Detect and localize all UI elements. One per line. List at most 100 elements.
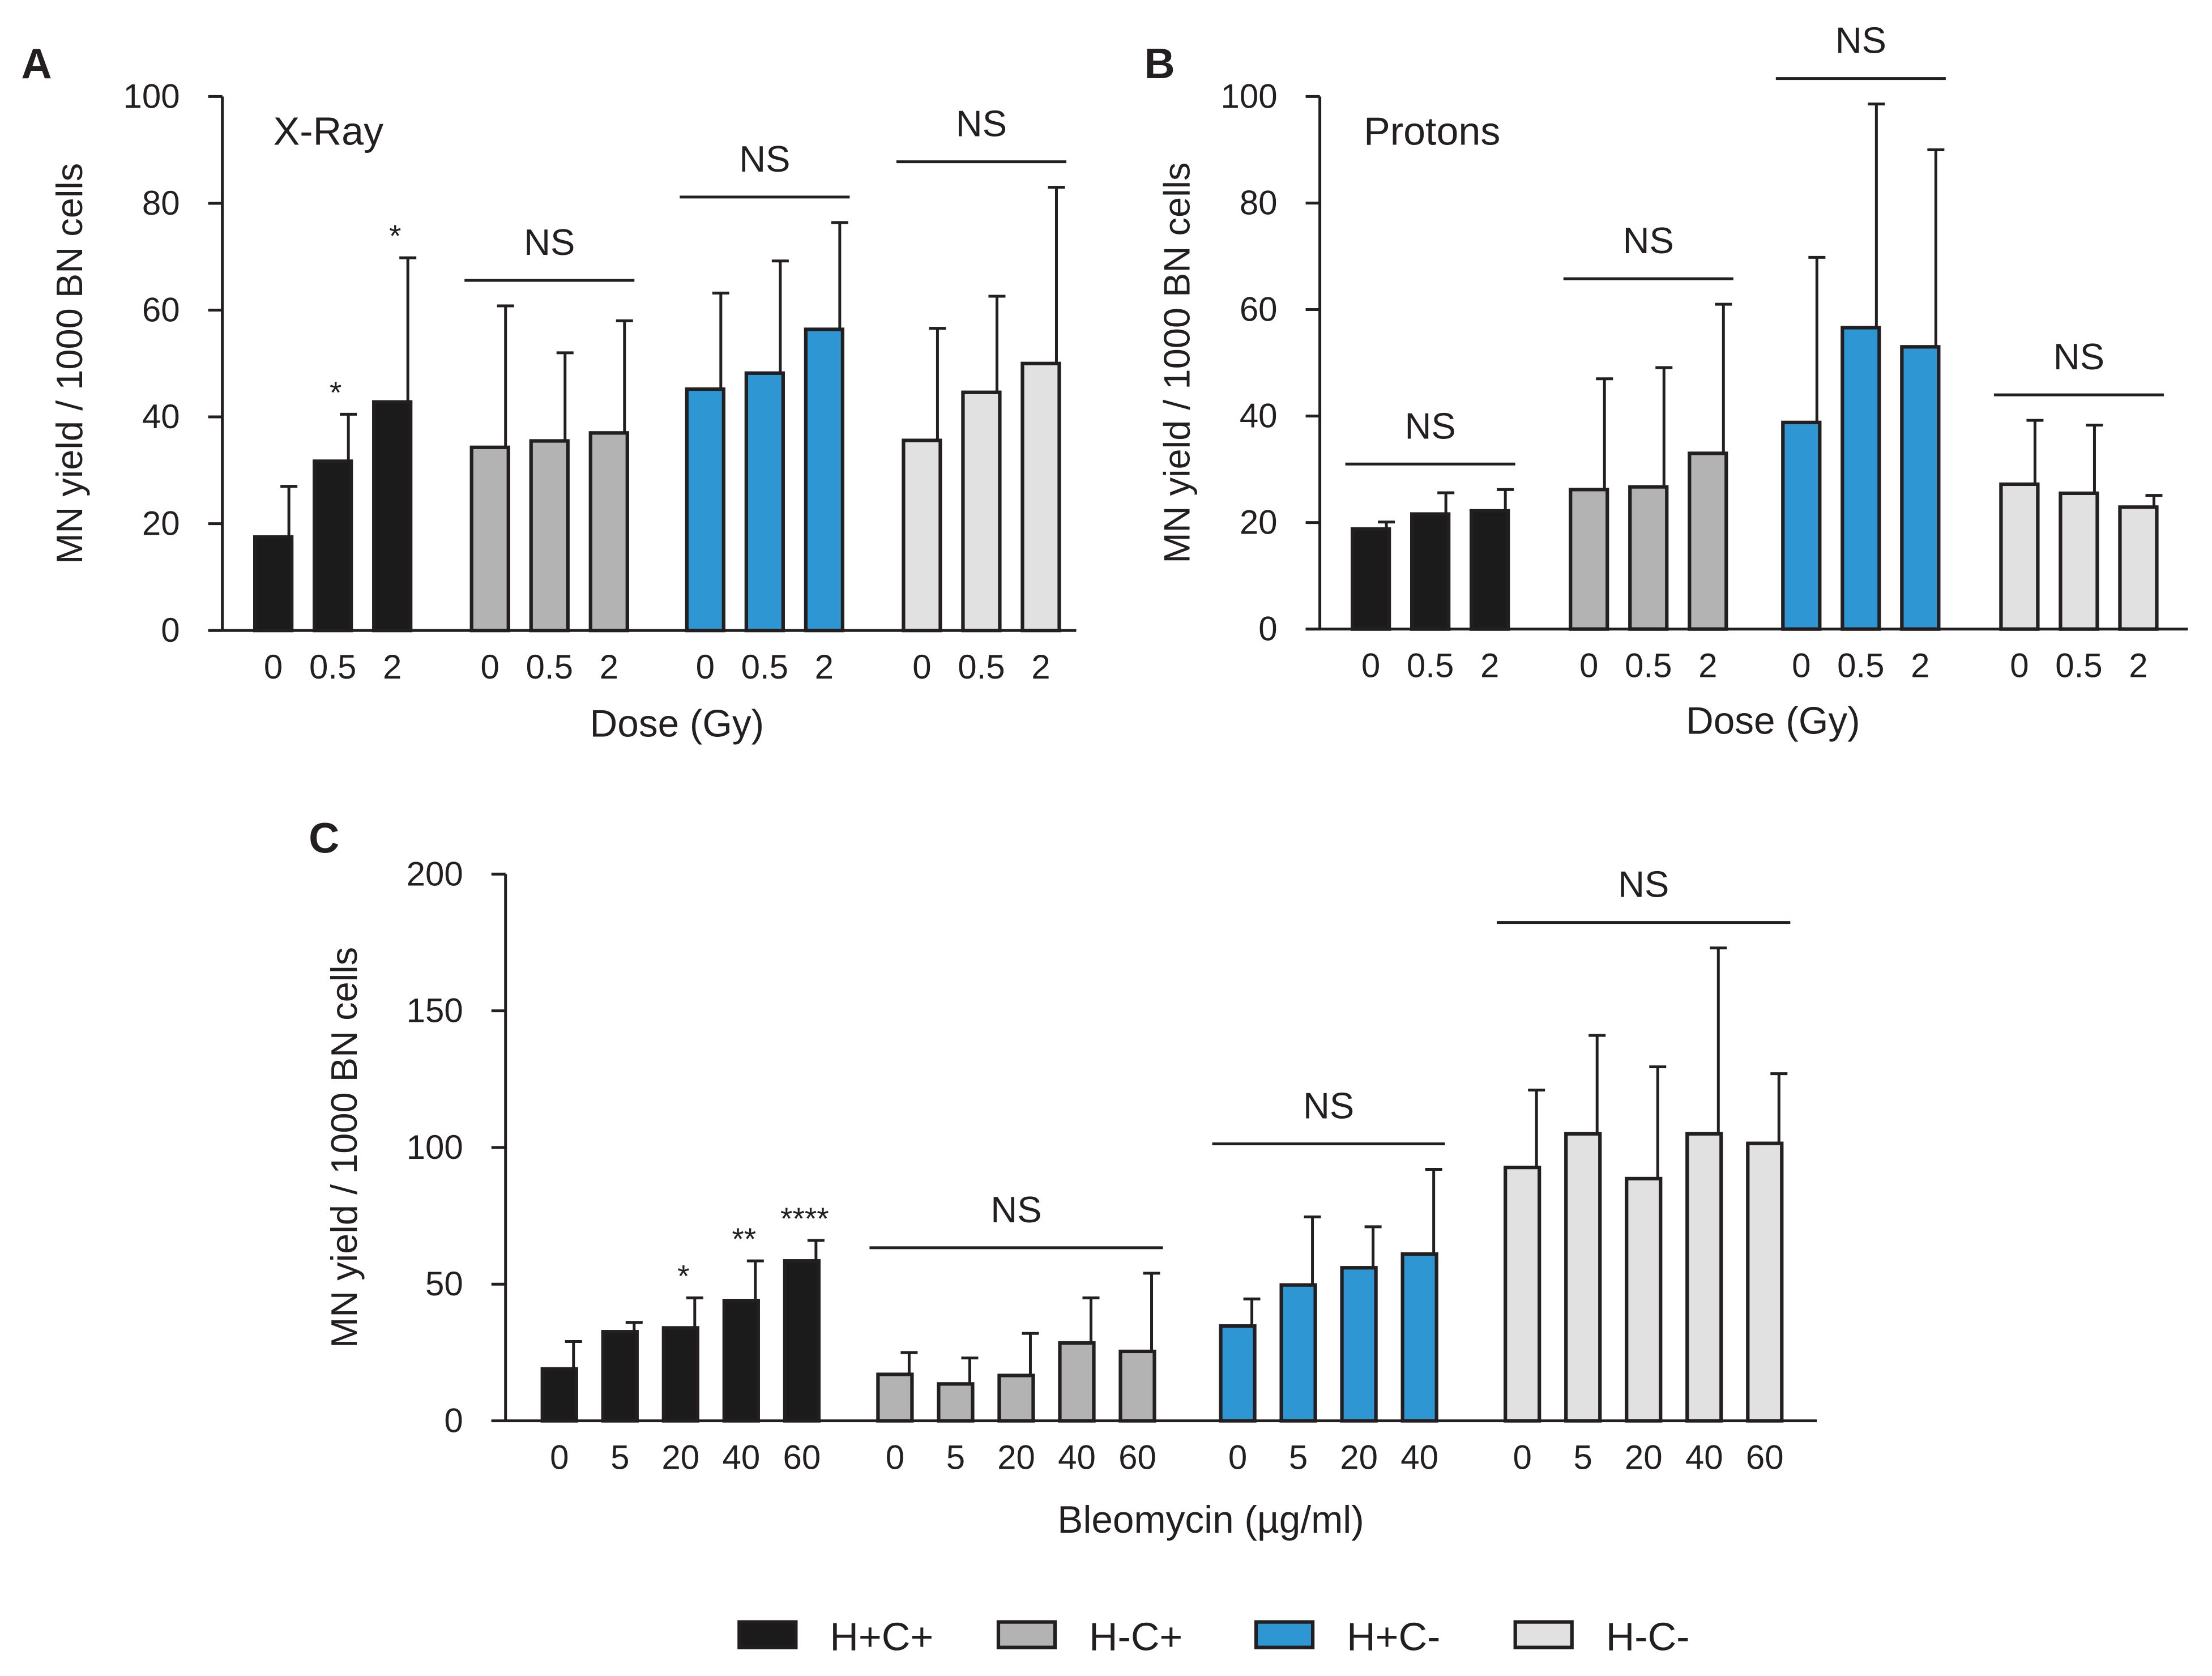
x-tick-label: 0 — [1228, 1439, 1247, 1477]
x-tick-label: 0.5 — [1837, 647, 1884, 685]
x-tick-label: 0 — [481, 648, 499, 686]
bar — [469, 445, 510, 633]
panel-title: X-Ray — [274, 109, 383, 153]
bar — [1279, 1283, 1317, 1423]
x-tick-label: 0 — [550, 1439, 569, 1477]
significance-label: NS — [1623, 220, 1674, 261]
bar — [685, 387, 725, 633]
y-tick-label: 40 — [1240, 397, 1278, 435]
bar-group-H+C+: 0 0.5 * 2 * — [253, 218, 417, 686]
panel-letter: B — [1145, 40, 1175, 87]
bar-group-H+C-: 0 0.5 2 NS — [1775, 20, 1946, 685]
x-tick-label: 0.5 — [958, 648, 1005, 686]
x-tick-label: 0.5 — [1407, 647, 1454, 685]
x-tick-label: 0.5 — [741, 648, 788, 686]
bar — [253, 535, 294, 633]
significance-label: NS — [990, 1189, 1041, 1230]
x-tick-label: 0 — [886, 1439, 904, 1477]
x-tick-label: 2 — [815, 648, 834, 686]
bar — [1470, 509, 1510, 631]
bar — [1781, 420, 1822, 631]
x-axis-label: Dose (Gy) — [1686, 700, 1860, 743]
bar — [1504, 1165, 1541, 1423]
bar — [313, 459, 353, 633]
bar — [1400, 1252, 1438, 1423]
x-tick-label: 40 — [1400, 1439, 1438, 1477]
y-tick-label: 50 — [425, 1265, 463, 1303]
x-tick-label: 2 — [600, 648, 618, 686]
bar-group-H-C+: 0 0.5 2 NS — [464, 221, 635, 686]
x-tick-label: 0.5 — [309, 648, 356, 686]
y-tick-label: 0 — [161, 611, 180, 649]
bar-group-H+C-: 0 5 20 40 NS — [1212, 1085, 1445, 1477]
bar — [722, 1299, 760, 1423]
bar — [1628, 485, 1669, 631]
x-tick-label: 2 — [1480, 647, 1499, 685]
legend-swatch — [996, 1620, 1057, 1649]
bar — [2059, 491, 2099, 631]
bar-group-H+C+: 0 5 20 * 40 ** 60 **** — [540, 1201, 829, 1477]
y-tick-label: 40 — [142, 398, 180, 436]
legend: H+C+ H-C+ H+C- H-C- — [737, 1615, 1690, 1659]
bar — [1020, 361, 1061, 633]
panel-letter: C — [309, 814, 339, 862]
x-tick-label: 0 — [696, 648, 715, 686]
y-tick-label: 0 — [444, 1402, 463, 1440]
bar-group-H-C+: 0 0.5 2 NS — [1563, 220, 1733, 685]
significance-label: NS — [1303, 1085, 1354, 1126]
panel-letter: A — [22, 40, 52, 87]
x-tick-label: 2 — [383, 648, 402, 686]
significance-label: NS — [1835, 20, 1886, 61]
bar — [961, 390, 1002, 633]
bar-group-H-C-: 0 5 20 40 60 NS — [1497, 864, 1791, 1477]
x-tick-label: 0 — [1792, 647, 1810, 685]
bar — [661, 1326, 699, 1423]
x-tick-label: 40 — [722, 1439, 760, 1477]
x-tick-label: 0 — [912, 648, 931, 686]
bar — [1688, 451, 1728, 631]
y-tick-label: 20 — [1240, 504, 1278, 541]
bar — [937, 1382, 975, 1423]
bar — [601, 1330, 639, 1423]
legend-label: H+C+ — [830, 1615, 933, 1659]
x-tick-label: 2 — [2129, 647, 2147, 685]
panel-title: Protons — [1364, 109, 1500, 153]
bar — [1219, 1324, 1257, 1423]
x-tick-label: 5 — [946, 1439, 965, 1477]
bar — [1625, 1176, 1663, 1423]
significance-label: NS — [1618, 864, 1669, 905]
x-axis-label: Dose (Gy) — [590, 703, 765, 745]
legend-item: H+C- — [1254, 1615, 1440, 1659]
bar — [902, 438, 942, 633]
x-tick-label: 20 — [1625, 1439, 1663, 1477]
bar — [529, 439, 570, 633]
legend-label: H+C- — [1347, 1615, 1440, 1659]
x-tick-label: 0.5 — [1625, 647, 1672, 685]
significance-marker: * — [389, 218, 401, 253]
significance-marker: **** — [780, 1201, 829, 1236]
x-tick-label: 2 — [1911, 647, 1929, 685]
x-tick-label: 40 — [1058, 1439, 1096, 1477]
y-tick-label: 100 — [123, 77, 180, 115]
legend-label: H-C- — [1606, 1615, 1690, 1659]
bar — [372, 400, 413, 633]
x-tick-label: 0 — [2010, 647, 2029, 685]
significance-marker: * — [330, 374, 341, 410]
y-tick-label: 20 — [142, 505, 180, 543]
y-axis-label: MN yield / 1000 BN cells — [1156, 163, 1198, 564]
y-tick-label: 200 — [407, 855, 463, 893]
bar — [1410, 512, 1451, 631]
legend-swatch — [1254, 1620, 1315, 1649]
significance-label: NS — [1404, 405, 1455, 446]
bar — [1564, 1132, 1602, 1423]
significance-label: NS — [739, 138, 790, 180]
y-tick-label: 80 — [142, 184, 180, 222]
x-tick-label: 2 — [1698, 647, 1717, 685]
x-tick-label: 40 — [1685, 1439, 1723, 1477]
bar — [804, 327, 845, 633]
y-axis-label: MN yield / 1000 BN cells — [49, 163, 90, 564]
x-tick-label: 0 — [1579, 647, 1598, 685]
